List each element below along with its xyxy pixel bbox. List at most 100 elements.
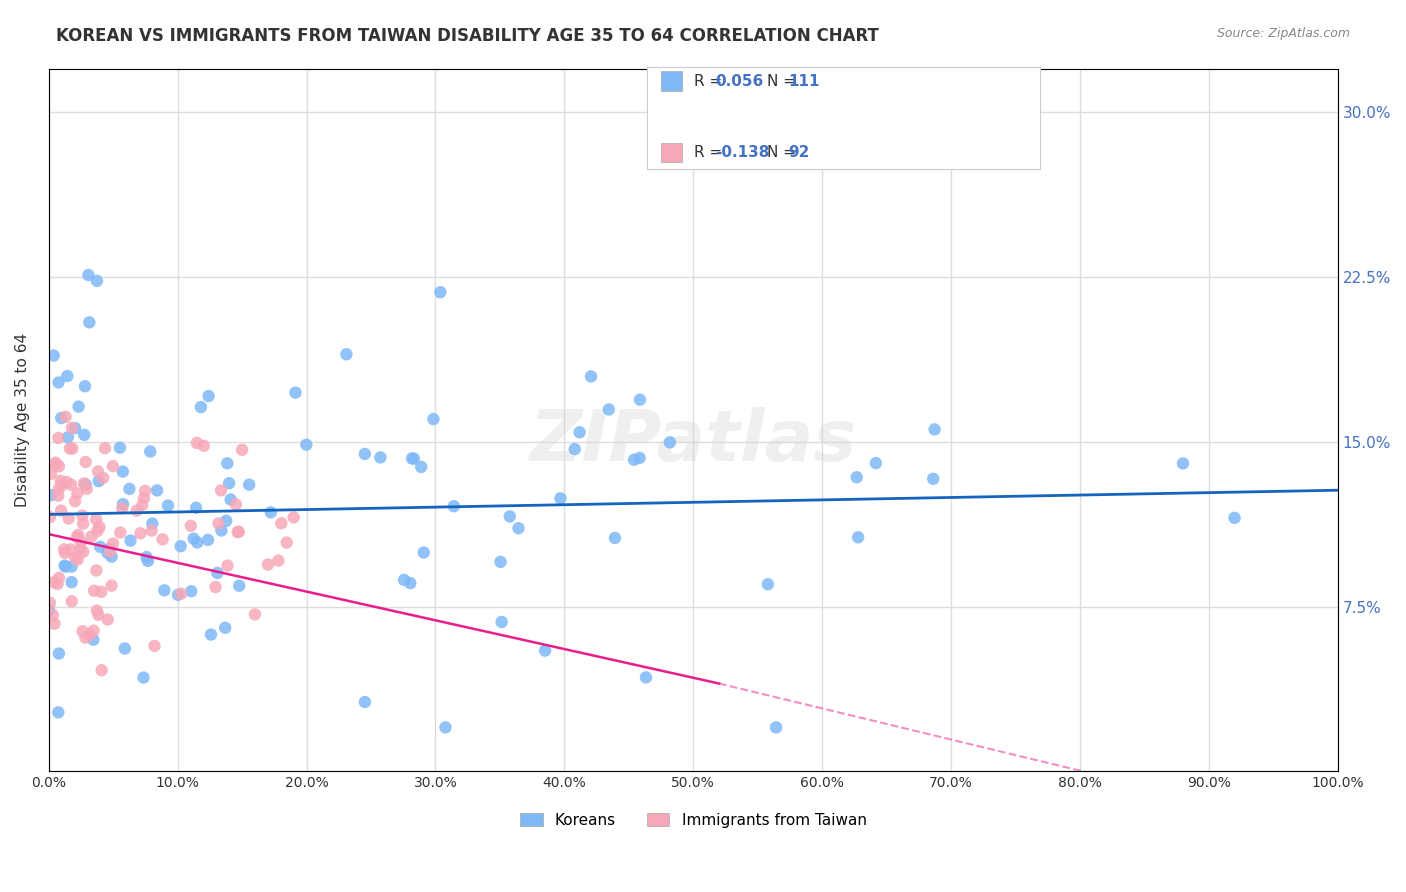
Point — [77, 268, 100, 282]
Point — [865, 456, 887, 470]
Text: R =: R = — [693, 74, 727, 88]
Point — [75, 631, 97, 645]
Point — [534, 643, 557, 657]
Point — [60, 421, 83, 435]
Point — [120, 533, 142, 548]
Point — [80, 529, 103, 543]
Point — [118, 482, 141, 496]
Point — [411, 459, 433, 474]
Point — [392, 573, 415, 587]
Point — [90, 663, 112, 677]
Point — [267, 553, 290, 567]
Point — [39, 510, 62, 524]
Point — [39, 467, 62, 481]
Point — [183, 532, 205, 546]
Text: 0.056: 0.056 — [714, 74, 763, 88]
Point — [219, 492, 242, 507]
Point — [83, 583, 105, 598]
Point — [200, 627, 222, 641]
Point — [283, 510, 305, 524]
Point — [270, 516, 292, 531]
Point — [846, 530, 869, 544]
Point — [89, 540, 111, 554]
Point — [87, 465, 110, 479]
Point — [111, 501, 134, 516]
Point — [429, 285, 451, 300]
Point — [209, 483, 232, 498]
Point — [73, 476, 96, 491]
Point — [499, 509, 522, 524]
Text: N =: N = — [766, 145, 800, 160]
Point — [49, 503, 72, 517]
Point — [354, 695, 377, 709]
Point — [129, 526, 152, 541]
Point — [101, 459, 124, 474]
Point — [42, 349, 65, 363]
Point — [56, 369, 79, 384]
Point — [60, 594, 83, 608]
Point — [53, 546, 76, 560]
Point — [46, 706, 69, 720]
Point — [146, 483, 169, 498]
Point — [55, 475, 77, 489]
Text: -0.138: -0.138 — [714, 145, 769, 160]
Point — [401, 451, 423, 466]
Point — [96, 546, 118, 560]
Point — [56, 430, 79, 444]
Point — [180, 518, 202, 533]
Point — [402, 451, 425, 466]
Point — [260, 505, 283, 519]
Point — [190, 400, 212, 414]
Point — [443, 499, 465, 513]
Point — [193, 439, 215, 453]
Point — [756, 577, 779, 591]
Point — [628, 450, 651, 465]
Point — [132, 491, 155, 505]
Point — [169, 539, 191, 553]
Point — [284, 385, 307, 400]
Point — [84, 564, 107, 578]
Point — [86, 524, 108, 538]
Point — [90, 585, 112, 599]
Point — [114, 641, 136, 656]
Point — [568, 425, 591, 440]
Point — [87, 474, 110, 488]
Point — [53, 542, 76, 557]
Point — [51, 411, 73, 425]
Point — [76, 482, 98, 496]
Point — [72, 545, 94, 559]
Point — [170, 587, 193, 601]
Point — [53, 558, 76, 573]
Point — [48, 376, 70, 390]
Point — [75, 455, 97, 469]
Point — [132, 671, 155, 685]
Point — [217, 456, 239, 470]
Point — [489, 555, 512, 569]
Point — [110, 525, 132, 540]
Point — [75, 477, 97, 491]
Point — [59, 442, 82, 456]
Point — [136, 554, 159, 568]
Point — [550, 491, 572, 506]
Point — [39, 488, 62, 502]
Point — [399, 576, 422, 591]
Point — [111, 497, 134, 511]
Point — [924, 422, 946, 436]
Point — [765, 721, 787, 735]
Point — [72, 508, 94, 523]
Point — [1223, 511, 1246, 525]
Text: Source: ZipAtlas.com: Source: ZipAtlas.com — [1216, 27, 1350, 40]
Text: 92: 92 — [787, 145, 810, 160]
Point — [67, 528, 90, 542]
Point — [94, 441, 117, 455]
Point — [634, 670, 657, 684]
Point — [228, 579, 250, 593]
Text: 111: 111 — [787, 74, 820, 88]
Point — [197, 533, 219, 547]
Point — [63, 494, 86, 508]
Point — [97, 612, 120, 626]
Point — [412, 545, 434, 559]
Point — [335, 347, 357, 361]
Point — [82, 632, 104, 647]
Point — [86, 274, 108, 288]
